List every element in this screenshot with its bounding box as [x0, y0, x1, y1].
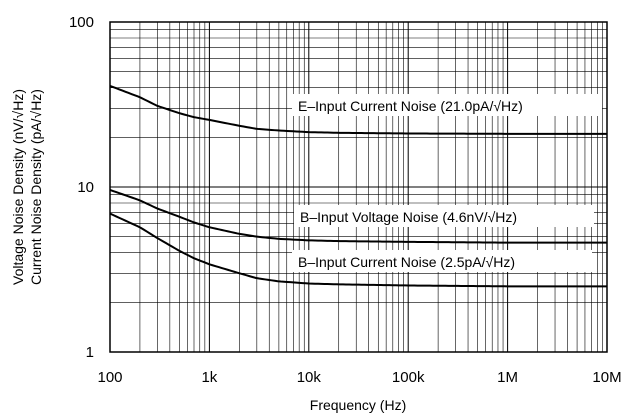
tick-labels: 100 1k 10k 100k 1M 10M 1 10 100	[69, 14, 622, 386]
x-tick-label: 10k	[297, 369, 322, 386]
x-tick-label: 100	[97, 369, 122, 386]
series-lines	[109, 84, 607, 288]
series-line-1	[109, 84, 607, 135]
plot-frame	[109, 21, 608, 353]
grid	[110, 22, 607, 352]
series-label-box	[292, 94, 602, 116]
y-axis-title-current: Current Noise Density (pA/√Hz)	[28, 89, 44, 285]
x-tick-label: 10M	[592, 369, 621, 386]
y-tick-label: 100	[69, 14, 94, 31]
series-label-3: B–Input Current Noise (2.5pA/√Hz)	[298, 254, 515, 270]
annotations: E–Input Current Noise (21.0pA/√Hz) B–Inpu…	[292, 94, 602, 272]
x-tick-label: 100k	[392, 369, 425, 386]
y-tick-label: 1	[86, 344, 94, 361]
series-label-box	[292, 250, 592, 272]
x-tick-label: 1M	[497, 369, 518, 386]
y-tick-label: 10	[77, 179, 94, 196]
series-line-3	[109, 212, 607, 288]
series-label-2: B–Input Voltage Noise (4.6nV/√Hz)	[300, 209, 517, 225]
y-axis-title-voltage: Voltage Noise Density (nV/√Hz)	[10, 89, 26, 285]
x-tick-label: 1k	[201, 369, 217, 386]
series-line-2	[109, 188, 607, 244]
series-label-1: E–Input Current Noise (21.0pA/√Hz)	[298, 98, 523, 114]
series-label-box	[294, 205, 594, 227]
x-axis-title: Frequency (Hz)	[310, 397, 406, 413]
